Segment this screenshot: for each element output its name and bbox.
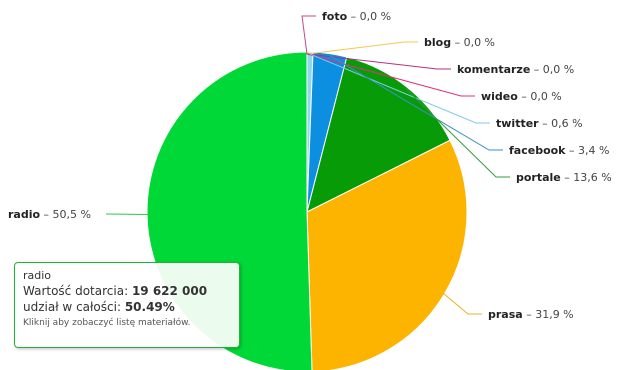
connector-wideo [306, 53, 475, 97]
connector-prasa [442, 292, 482, 315]
data-label-name-wideo: wideo [481, 90, 518, 103]
data-label-name-komentarze: komentarze [457, 63, 530, 76]
data-label-radio: radio – 50,5 % [8, 208, 91, 221]
data-label-prasa: prasa – 31,9 % [488, 308, 574, 321]
data-label-value-komentarze: – 0,0 % [530, 63, 574, 76]
connector-blog [306, 41, 418, 55]
data-label-name-blog: blog [424, 36, 451, 49]
data-label-komentarze: komentarze – 0,0 % [457, 63, 574, 76]
data-label-blog: blog – 0,0 % [424, 36, 495, 49]
data-label-value-twitter: – 0,6 % [539, 117, 583, 130]
tooltip-reach-value: 19 622 000 [131, 284, 208, 298]
data-label-value-wideo: – 0,0 % [518, 90, 562, 103]
connector-facebook [329, 55, 503, 151]
tooltip-reach-label: Wartość dotarcia: [23, 284, 129, 298]
data-label-value-radio: – 50,5 % [40, 208, 91, 221]
connector-foto [301, 15, 316, 55]
tooltip-title: radio [23, 269, 52, 282]
tooltip-share-label: udział w całości: [23, 300, 121, 314]
data-label-facebook: facebook – 3,4 % [509, 144, 609, 157]
data-label-wideo: wideo – 0,0 % [481, 90, 562, 103]
data-label-twitter: twitter – 0,6 % [496, 117, 583, 130]
data-label-name-prasa: prasa [488, 308, 523, 321]
data-label-name-portale: portale [516, 171, 561, 184]
tooltip-hint[interactable]: Kliknij aby zobaczyć listę materiałów. [23, 318, 191, 328]
data-label-name-radio: radio [8, 208, 40, 221]
data-label-foto: foto – 0,0 % [322, 10, 391, 23]
tooltip-reach-row: Wartość dotarcia: 19 622 000 [23, 284, 231, 298]
data-label-value-blog: – 0,0 % [451, 36, 495, 49]
data-label-value-facebook: – 3,4 % [566, 144, 610, 157]
data-label-name-foto: foto [322, 10, 348, 23]
data-label-value-foto: – 0,0 % [347, 10, 391, 23]
tooltip-share-row: udział w całości: 50.49% [23, 300, 231, 314]
data-label-value-portale: – 13,6 % [561, 171, 612, 184]
data-label-portale: portale – 13,6 % [516, 171, 612, 184]
data-label-name-facebook: facebook [509, 144, 566, 157]
connector-komentarze [306, 53, 451, 70]
data-label-value-prasa: – 31,9 % [523, 308, 574, 321]
connector-portale [405, 88, 510, 178]
data-label-name-twitter: twitter [496, 117, 539, 130]
tooltip: radio Wartość dotarcia: 19 622 000 udzia… [14, 262, 240, 348]
tooltip-share-value: 50.49% [124, 300, 175, 314]
